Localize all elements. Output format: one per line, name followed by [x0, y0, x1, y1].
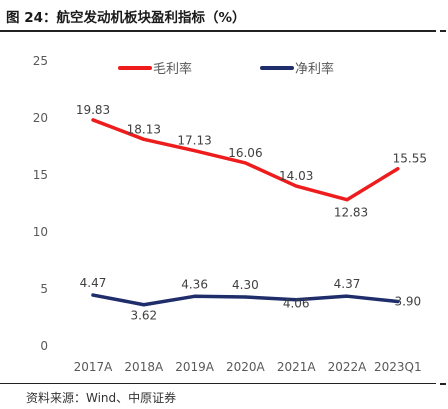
x-tick-label: 2023Q1: [374, 360, 422, 374]
chart-title: 图 24：航空发动机板块盈利指标（%）: [6, 10, 246, 26]
plot-area: 19.83 18.13 17.13 16.06 14.03 12.83 15.55 4.47 3…: [76, 103, 427, 323]
bottom-divider: [0, 383, 436, 384]
data-label: 4.47: [80, 276, 107, 290]
legend: 毛利率 净利率: [118, 61, 334, 77]
x-tick-label: 2021A: [277, 360, 317, 374]
data-point: [142, 137, 146, 141]
y-tick-label: 25: [33, 54, 48, 68]
data-point: [243, 295, 247, 299]
y-tick-label: 0: [40, 339, 48, 353]
data-label: 15.55: [393, 152, 427, 166]
data-label: 4.36: [181, 277, 208, 291]
data-label: 3.90: [394, 295, 421, 309]
data-label: 12.83: [334, 206, 368, 220]
top-divider: [0, 30, 436, 32]
bottom-edge-marker: [440, 383, 446, 385]
data-point: [243, 161, 247, 165]
data-label: 4.30: [232, 278, 259, 292]
data-label: 19.83: [76, 103, 110, 117]
data-point: [91, 118, 95, 122]
data-label: 4.06: [283, 297, 310, 311]
legend-label: 毛利率: [153, 61, 192, 77]
x-tick-label: 2017A: [74, 360, 114, 374]
data-point: [294, 298, 298, 302]
data-label: 16.06: [228, 146, 262, 160]
x-tick-label: 2019A: [175, 360, 215, 374]
data-point: [294, 184, 298, 188]
data-point: [91, 293, 95, 297]
top-edge-marker: [440, 30, 446, 32]
y-tick-label: 20: [33, 111, 48, 125]
data-point: [345, 294, 349, 298]
data-point: [193, 149, 197, 153]
data-label: 4.37: [334, 277, 361, 291]
data-label: 3.62: [130, 309, 157, 323]
data-label: 14.03: [279, 169, 313, 183]
data-point: [142, 303, 146, 307]
y-axis: 0 5 10 15 20 25: [33, 54, 48, 353]
x-tick-label: 2018A: [124, 360, 164, 374]
data-point: [396, 300, 400, 304]
data-point: [345, 198, 349, 202]
data-label: 18.13: [127, 122, 161, 136]
source-note: 资料来源：Wind、中原证券: [26, 391, 177, 405]
line-chart: 0 5 10 15 20 25 2017A 2018A 2019A 2020A 2021A 2022…: [33, 54, 427, 374]
data-point: [396, 167, 400, 171]
y-tick-label: 15: [33, 168, 48, 182]
x-axis: 2017A 2018A 2019A 2020A 2021A 2022A 2023Q1: [74, 360, 422, 374]
y-tick-label: 5: [40, 282, 48, 296]
legend-label: 净利率: [295, 61, 334, 77]
data-label: 17.13: [177, 134, 211, 148]
data-point: [193, 294, 197, 298]
y-tick-label: 10: [33, 225, 48, 239]
x-tick-label: 2020A: [226, 360, 266, 374]
x-tick-label: 2022A: [328, 360, 368, 374]
